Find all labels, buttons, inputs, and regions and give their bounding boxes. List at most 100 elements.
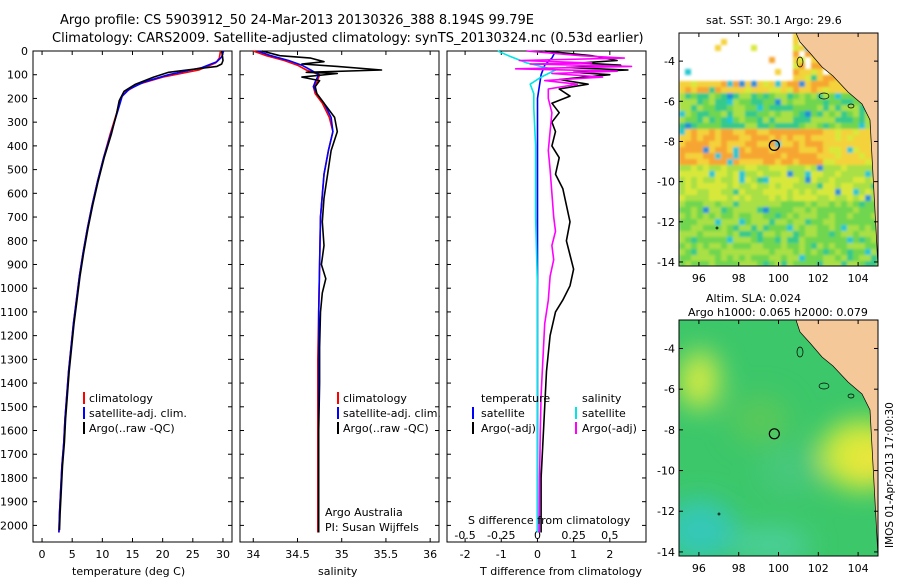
sst-cell — [733, 159, 739, 165]
sst-cell — [775, 69, 781, 75]
sst-cell — [679, 111, 685, 117]
sst-cell — [715, 237, 721, 243]
sst-cell — [865, 177, 871, 183]
sst-cell — [847, 99, 853, 105]
sst-cell — [793, 39, 799, 45]
sst-cell — [721, 195, 727, 201]
sst-cell — [739, 117, 745, 123]
sst-cell — [751, 231, 757, 237]
sst-cell — [841, 201, 847, 207]
sst-cell — [715, 105, 721, 111]
sst-cell — [787, 153, 793, 159]
sst-cell — [715, 261, 721, 266]
sst-cell — [679, 183, 685, 189]
sst-cell — [781, 255, 787, 261]
sst-cell — [769, 195, 775, 201]
sst-cell — [853, 255, 859, 261]
sst-cell — [853, 153, 859, 159]
sst-cell — [787, 159, 793, 165]
sst-cell — [703, 225, 709, 231]
sst-cell — [709, 159, 715, 165]
sst-cell — [721, 111, 727, 117]
sst-cell — [823, 255, 829, 261]
sst-cell — [787, 81, 793, 87]
sst-cell — [829, 93, 835, 99]
sst-cell — [775, 93, 781, 99]
sst-cell — [685, 195, 691, 201]
sst-cell — [703, 147, 709, 153]
sst-cell — [805, 111, 811, 117]
sst-cell — [721, 207, 727, 213]
sst-cell — [685, 165, 691, 171]
sst-cell — [727, 207, 733, 213]
sst-cell — [757, 201, 763, 207]
temperature-legend: climatology satellite-adj. clim. Argo(..… — [83, 392, 187, 435]
sst-cell — [715, 183, 721, 189]
sst-cell — [781, 249, 787, 255]
sst-cell — [811, 69, 817, 75]
sst-cell — [829, 81, 835, 87]
sst-cell — [709, 93, 715, 99]
sst-cell — [703, 171, 709, 177]
sst-cell — [787, 249, 793, 255]
sst-cell — [853, 207, 859, 213]
sst-cell — [709, 129, 715, 135]
sst-cell — [727, 105, 733, 111]
sst-cell — [841, 213, 847, 219]
sst-cell — [769, 129, 775, 135]
legend-satellite-clim-label: satellite-adj. clim. — [89, 407, 187, 420]
sst-cell — [823, 129, 829, 135]
sst-cell — [841, 129, 847, 135]
sst-cell — [835, 255, 841, 261]
sst-cell — [709, 261, 715, 266]
sst-cell — [817, 141, 823, 147]
sst-cell — [787, 117, 793, 123]
sst-cell — [769, 111, 775, 117]
sst-cell — [817, 159, 823, 165]
sst-cell — [805, 117, 811, 123]
depth-tick-label: 500 — [7, 164, 28, 177]
sst-cell — [691, 81, 697, 87]
map-y-tick-label: -10 — [657, 176, 675, 189]
sst-cell — [793, 87, 799, 93]
sst-cell — [841, 231, 847, 237]
sst-cell — [823, 261, 829, 266]
sst-cell — [853, 171, 859, 177]
sst-cell — [853, 165, 859, 171]
sst-cell — [715, 117, 721, 123]
sst-cell — [805, 183, 811, 189]
sst-cell — [781, 165, 787, 171]
sst-cell — [697, 189, 703, 195]
sst-cell — [853, 117, 859, 123]
sst-cell — [709, 123, 715, 129]
sst-cell — [865, 201, 871, 207]
sst-cell — [745, 129, 751, 135]
depth-tick-label: 1000 — [0, 282, 28, 295]
sst-cell — [739, 105, 745, 111]
sst-cell — [757, 213, 763, 219]
sst-cell — [805, 69, 811, 75]
sst-cell — [703, 87, 709, 93]
sst-cell — [835, 141, 841, 147]
sst-cell — [721, 261, 727, 266]
sst-cell — [685, 183, 691, 189]
sst-cell — [751, 147, 757, 153]
sst-cell — [811, 231, 817, 237]
sst-cell — [727, 231, 733, 237]
sst-cell — [721, 255, 727, 261]
sst-cell — [841, 141, 847, 147]
sst-cell — [871, 207, 877, 213]
sst-cell — [823, 165, 829, 171]
series-satellite-adj-clim-line — [58, 50, 225, 533]
sst-cell — [757, 129, 763, 135]
sst-cell — [745, 135, 751, 141]
sst-cell — [835, 147, 841, 153]
sst-cell — [781, 177, 787, 183]
sst-cell — [805, 165, 811, 171]
sst-cell — [871, 243, 877, 249]
sst-cell — [793, 69, 799, 75]
sst-cell — [763, 243, 769, 249]
sst-cell — [841, 243, 847, 249]
depth-tick-label: 700 — [7, 211, 28, 224]
